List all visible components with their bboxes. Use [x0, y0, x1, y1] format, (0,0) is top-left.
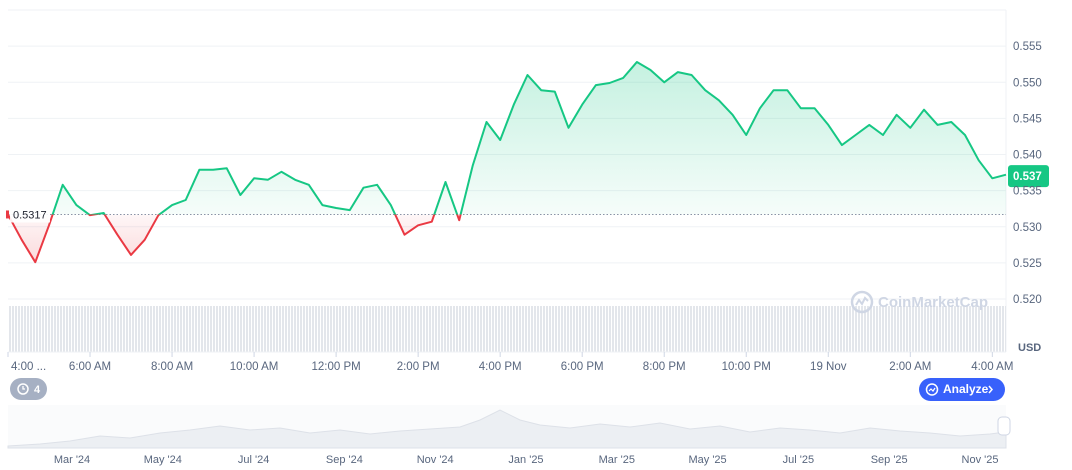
navigator-label: Sep '24	[326, 454, 363, 466]
y-tick-label: 0.525	[1013, 258, 1042, 270]
area-fill	[8, 62, 1006, 263]
navigator-area	[7, 409, 1007, 449]
x-tick-label: 6:00 AM	[69, 361, 111, 373]
x-tick-label: 2:00 PM	[397, 361, 440, 373]
navigator-label: Jul '25	[783, 454, 814, 466]
x-tick-label: 6:00 PM	[561, 361, 604, 373]
watermark: CoinMarketCap	[850, 290, 988, 314]
navigator-label: May '24	[144, 454, 182, 466]
navigator-label: Nov '25	[962, 454, 999, 466]
navigator-label: Mar '25	[599, 454, 635, 466]
navigator-label: Jan '25	[508, 454, 543, 466]
x-tick-label: 2:00 AM	[889, 361, 931, 373]
x-tick-label: 4:00 ...	[11, 361, 46, 373]
x-tick-label: 10:00 PM	[722, 361, 771, 373]
x-tick-label: 19 Nov	[810, 361, 847, 373]
y-tick-label: 0.540	[1013, 150, 1042, 162]
baseline-marker	[6, 210, 9, 219]
history-count: 4	[34, 384, 41, 396]
price-line	[7, 61, 1007, 264]
history-badge[interactable]: 4	[10, 378, 47, 400]
y-tick-label: 0.520	[1013, 294, 1042, 306]
navigator-label: Sep '25	[871, 454, 908, 466]
watermark-text: CoinMarketCap	[878, 294, 988, 311]
navigator-labels: Mar '24 May '24 Jul '24 Sep '24 Nov '24 Jan '…	[54, 454, 999, 466]
plot: 0.5317 0.537	[6, 61, 1049, 264]
baseline-label-bg	[10, 206, 50, 223]
y-tick-label: 0.545	[1013, 113, 1042, 125]
baseline-label: 0.5317	[13, 209, 47, 221]
x-tick-label: 4:00 PM	[479, 361, 522, 373]
x-tick-label: 12:00 PM	[311, 361, 360, 373]
y-tick-label: 0.555	[1013, 41, 1042, 53]
x-tick-label: 8:00 AM	[151, 361, 193, 373]
y-tick-label: 0.550	[1013, 77, 1042, 89]
analyze-label: Analyze	[943, 382, 989, 396]
navigator-label: Jul '24	[238, 454, 269, 466]
unit-label: USD	[1018, 342, 1041, 354]
x-tick-label: 4:00 AM	[971, 361, 1013, 373]
volume-bars	[8, 306, 1006, 352]
current-price-badge	[1008, 165, 1049, 188]
x-tick-label: 8:00 PM	[643, 361, 686, 373]
analyze-button[interactable]: Analyze	[919, 378, 1005, 401]
y-tick-label: 0.530	[1013, 222, 1042, 234]
x-tick-label: 10:00 AM	[230, 361, 279, 373]
navigator-handle[interactable]	[997, 416, 1011, 436]
navigator-label: May '25	[689, 454, 727, 466]
navigator-label: Mar '24	[54, 454, 90, 466]
navigator-label: Nov '24	[417, 454, 454, 466]
y-tick-label: 0.535	[1013, 186, 1042, 198]
current-price-label: 0.537	[1013, 171, 1042, 183]
